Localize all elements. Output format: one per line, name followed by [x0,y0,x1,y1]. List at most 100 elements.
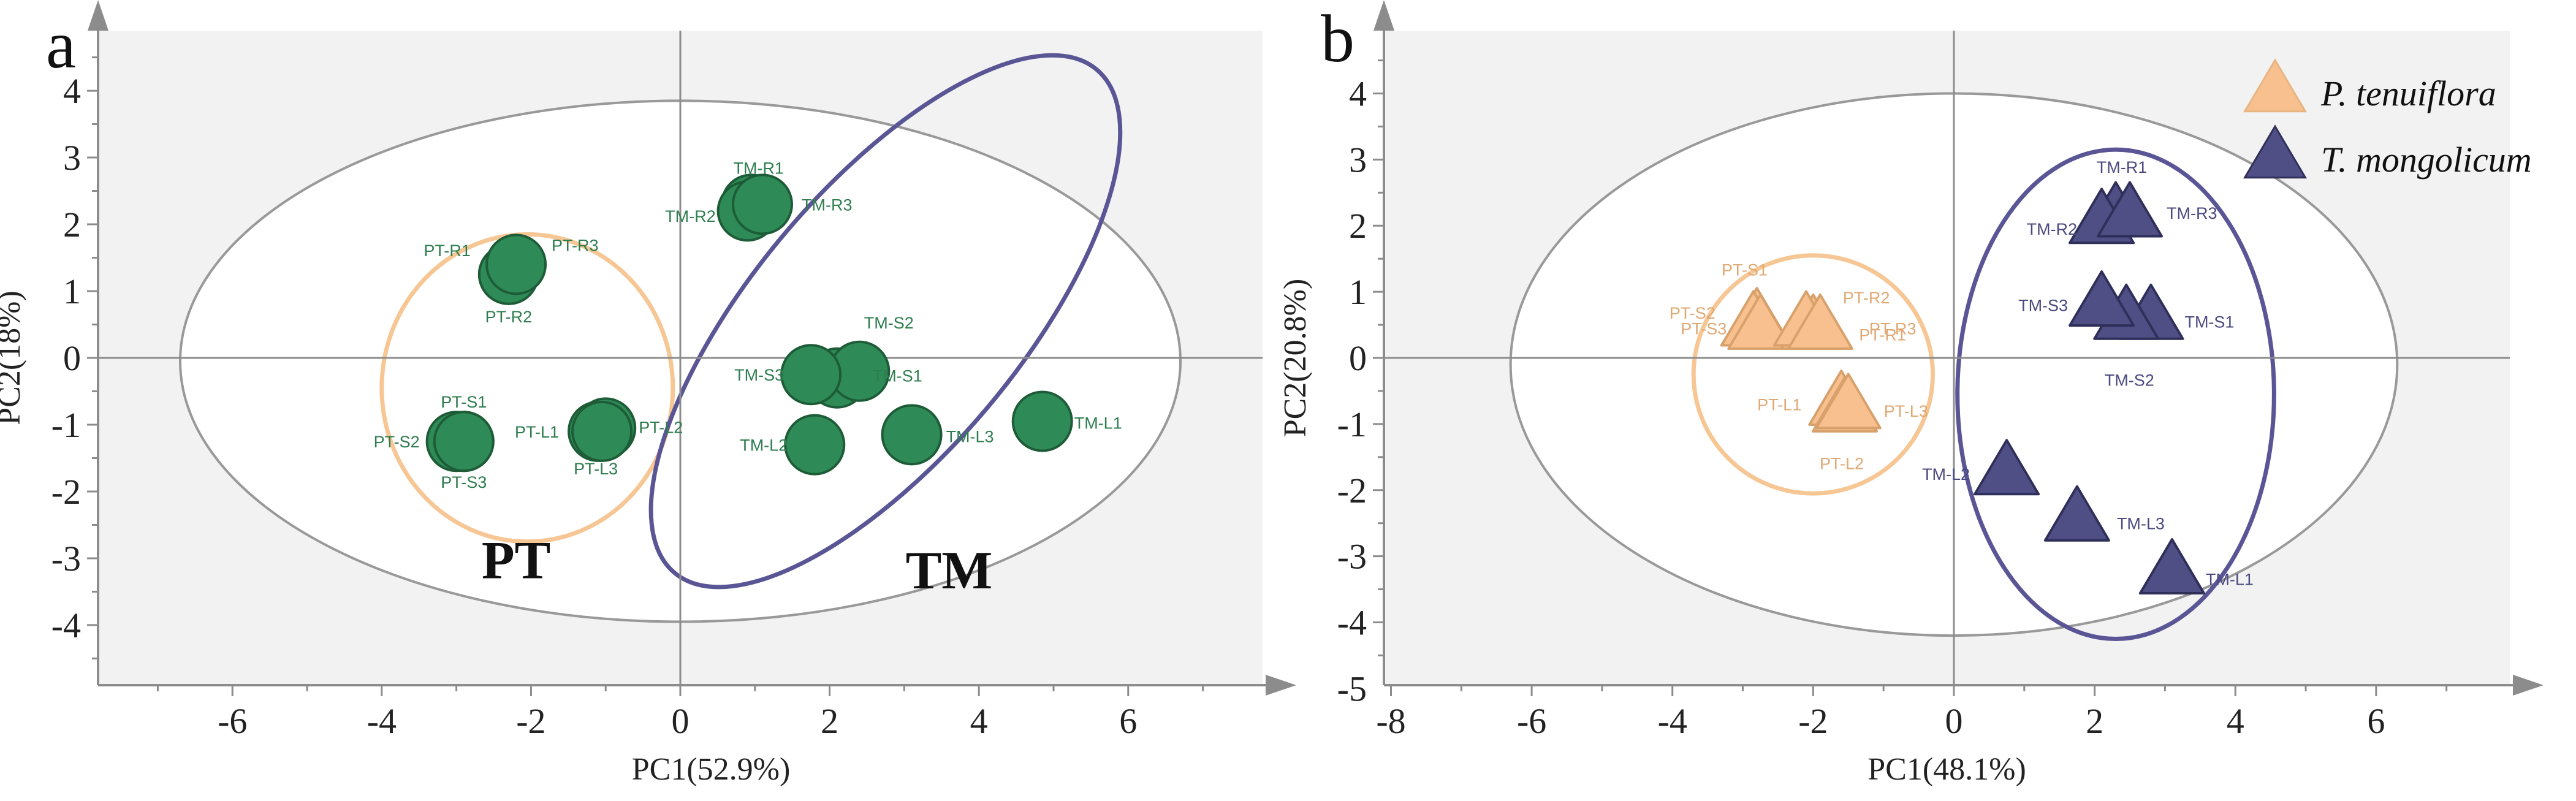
point-label-pt-s3: PT-S3 [441,473,487,492]
point-label-tm-r3: TM-R3 [802,196,853,214]
panel-a-y-tick-label: -1 [51,405,81,445]
point-label-b-tm-l3: TM-L3 [2117,514,2165,533]
point-label-pt-l3: PT-L3 [574,460,618,478]
point-label-b-tm-s1: TM-S1 [2184,313,2234,331]
point-label-tm-r2: TM-R2 [665,207,716,226]
panel-b-y-tick-label: 2 [1349,206,1367,246]
panel-b-ellipse-tm [1955,147,2276,641]
panel-letter-a: a [46,7,76,82]
point-pt-s3 [433,411,495,473]
panel-letter-b: b [1321,1,1354,76]
legend-label-t-mongolicum: T. mongolicum [2321,140,2532,180]
panel-a-ellipse-tm [648,53,1123,590]
point-b-pt-l3 [1815,373,1882,430]
point-b-pt-r3 [1787,293,1853,350]
point-label-pt-r1: PT-R1 [424,241,471,260]
panel-b-x-axis-arrow [2513,675,2544,696]
panel-a-x-tick-label: 0 [672,701,690,741]
point-tm-l1 [1011,390,1073,452]
point-label-b-pt-s3: PT-S3 [1681,319,1727,338]
point-tm-l2 [784,414,846,476]
panel-a-ellipse-pt [379,232,675,544]
panel-b-y-axis-arrow [1373,0,1394,31]
point-label-tm-l2: TM-L2 [740,436,788,455]
panel-a-x-axis-arrow [1266,675,1296,696]
point-tm-l3 [881,404,943,466]
panel-b-x-tick-label: -2 [1798,701,1828,741]
point-label-pt-r2: PT-R2 [485,308,533,326]
panel-b-y-tick-label: -5 [1337,669,1367,708]
panel-a-x-tick-label: 2 [821,701,838,741]
point-label-tm-r1: TM-R1 [733,159,784,177]
panel-b-x-tick-label: -6 [1517,701,1546,741]
point-label-b-tm-r1: TM-R1 [2097,158,2148,177]
point-b-tm-s3 [2069,270,2135,327]
point-label-b-pt-l1: PT-L1 [1757,396,1801,414]
panel-b-y-tick-label: 3 [1349,140,1367,180]
point-label-b-tm-r3: TM-R3 [2167,204,2217,222]
panel-b-x-tick-label: -8 [1376,701,1405,741]
panel-a-y-tick-label: 3 [63,138,81,178]
panel-b-y-axis-title: PC2(20.8%) [1278,279,1313,438]
panel-a-x-axis-title: PC1(52.9%) [632,752,791,787]
point-label-b-tm-r2: TM-R2 [2027,220,2078,238]
point-label-pt-r3: PT-R3 [552,236,599,254]
point-tm-r3 [731,173,793,235]
panel-b-ellipse-pt [1691,253,1936,496]
panel-b-x-tick-label: 4 [2227,701,2244,741]
panel-a-x-tick-label: -2 [516,701,545,741]
panel-a-y-axis-arrow [88,0,108,31]
panel-a-y-tick-label: -3 [51,539,81,579]
point-label-tm-l3: TM-L3 [946,427,994,446]
point-label-b-pt-s2: PT-S2 [1670,304,1715,322]
panel-a-x-tick-label: -4 [367,701,397,741]
panel-b-x-tick-label: 2 [2086,701,2103,741]
point-b-tm-r3 [2097,181,2164,238]
point-label-pt-s2: PT-S2 [374,433,420,451]
point-label-b-tm-l2: TM-L2 [1922,465,1970,484]
panel-b-x-tick-label: 6 [2367,701,2385,741]
point-b-tm-l2 [1974,439,2040,496]
panel-b-y-tick-label: 4 [1349,74,1367,113]
point-label-pt-l1: PT-L1 [515,423,559,441]
legend-label-p-tenuiflora: P. tenuiflora [2320,74,2496,113]
group-label-tm: TM [906,541,993,601]
point-label-b-pt-r3: PT-R3 [1869,319,1917,338]
panel-a-y-tick-label: 1 [63,271,81,311]
point-pt-r3 [485,233,547,295]
point-label-tm-l1: TM-L1 [1074,414,1122,433]
point-label-b-tm-l1: TM-L1 [2206,571,2254,589]
point-tm-s3 [780,344,842,406]
group-label-pt: PT [482,531,550,591]
panel-b-y-tick-label: 0 [1349,338,1367,378]
panel-a-y-tick-label: 4 [63,71,81,111]
point-label-pt-s1: PT-S1 [441,393,487,411]
panel-b-y-tick-label: -4 [1337,603,1367,643]
panel-b-x-axis-title: PC1(48.1%) [1867,752,2026,787]
point-label-b-pt-r2: PT-R2 [1843,289,1890,307]
panel-a-y-axis-title: PC2(18%) [0,290,27,425]
point-b-pt-s3 [1727,293,1794,350]
point-label-tm-s3: TM-S3 [734,366,784,384]
panel-a-x-tick-label: -6 [218,701,247,741]
point-label-b-pt-r1: PT-R1 [1859,325,1906,344]
panel-a-y-tick-label: -2 [51,472,81,512]
point-label-b-tm-s2: TM-S2 [2105,371,2154,389]
point-label-b-pt-l3: PT-L3 [1884,402,1928,420]
point-label-b-tm-s3: TM-S3 [2018,297,2068,315]
panel-a-x-tick-label: 4 [970,701,988,741]
panel-b-x-tick-label: -4 [1658,701,1687,741]
panel-b-plot: -8 -6 -4 -2 0 2 4 6 -5 -4 -3 -2 -1 0 1 2 3 4 PC1(48.1%) PC2… [1278,0,2544,787]
point-label-b-pt-s1: PT-S1 [1722,261,1768,279]
point-label-pt-l2: PT-L2 [639,418,683,436]
point-b-tm-l3 [2043,485,2110,542]
panel-a-plot: -6 -4 -2 0 2 4 6 -4 -3 -2 -1 0 1 2 3 4 PC1(52.9%) PC2(18%… [0,0,1296,787]
panel-a-x-tick-label: 6 [1119,701,1137,741]
point-pt-l3 [571,400,633,462]
panel-a-y-tick-label: -4 [51,605,81,645]
point-label-tm-s1: TM-S1 [873,367,922,385]
legend-marker-p-tenuiflora [2243,58,2308,113]
point-b-tm-l1 [2138,538,2205,595]
